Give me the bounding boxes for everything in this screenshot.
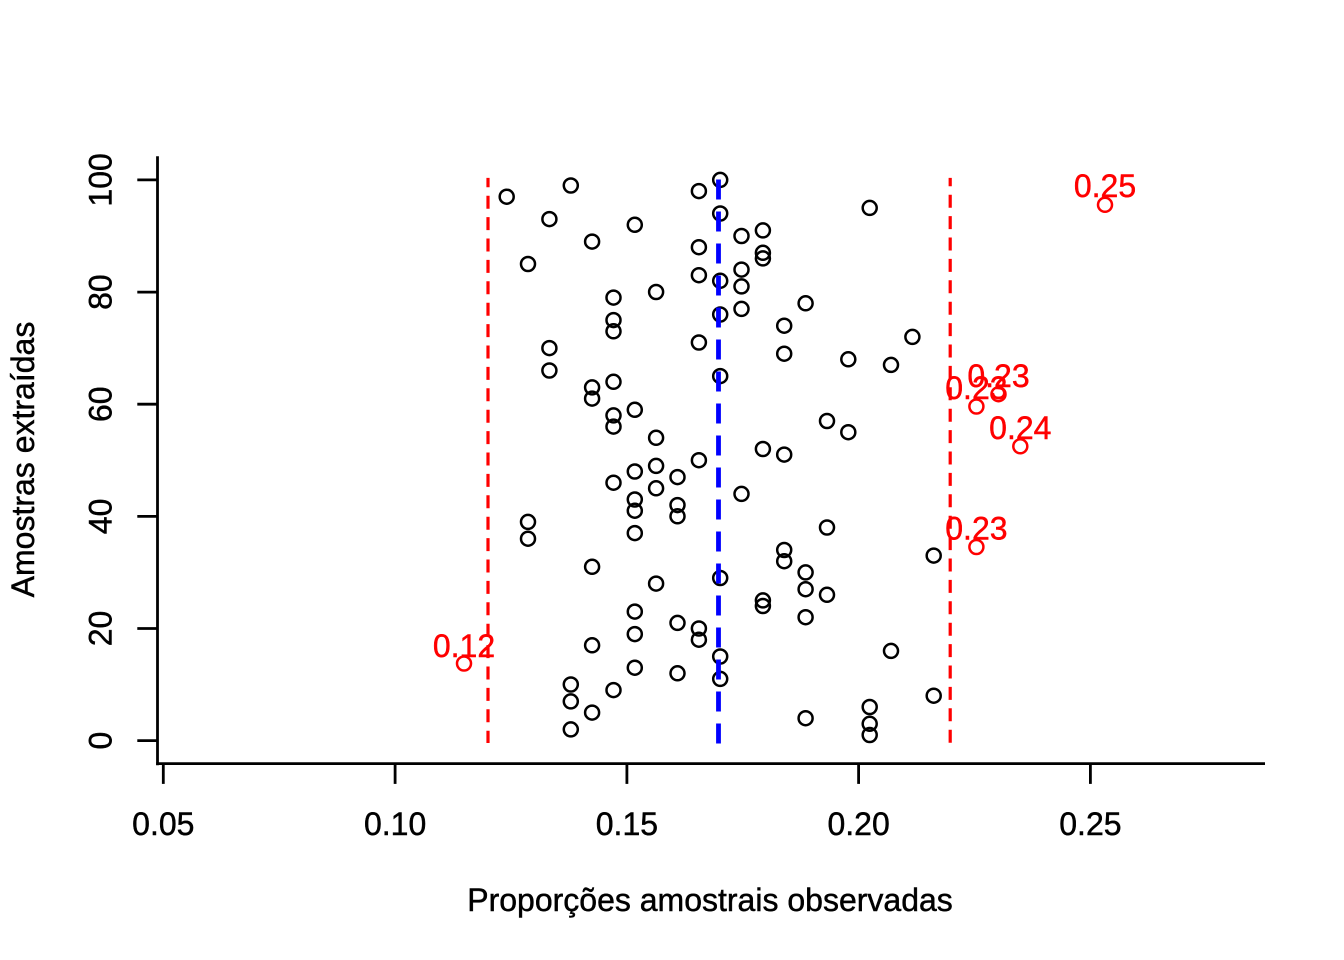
svg-text:40: 40 <box>83 499 119 535</box>
svg-text:0.05: 0.05 <box>132 806 194 842</box>
svg-text:0.20: 0.20 <box>827 806 889 842</box>
svg-text:100: 100 <box>83 153 119 206</box>
svg-text:0.24: 0.24 <box>989 410 1051 446</box>
svg-text:80: 80 <box>83 274 119 310</box>
svg-text:20: 20 <box>83 611 119 647</box>
svg-text:0.25: 0.25 <box>1074 168 1136 204</box>
svg-text:0.23: 0.23 <box>967 358 1029 394</box>
svg-text:0: 0 <box>83 732 119 750</box>
svg-text:0.15: 0.15 <box>596 806 658 842</box>
svg-text:0.12: 0.12 <box>433 628 495 664</box>
svg-text:0.10: 0.10 <box>364 806 426 842</box>
svg-text:Amostras extraídas: Amostras extraídas <box>5 322 41 598</box>
svg-text:Proporções amostrais observada: Proporções amostrais observadas <box>467 882 953 918</box>
svg-text:0.23: 0.23 <box>945 370 1007 406</box>
svg-text:0.23: 0.23 <box>945 511 1007 547</box>
svg-text:60: 60 <box>83 386 119 422</box>
svg-text:0.25: 0.25 <box>1059 806 1121 842</box>
